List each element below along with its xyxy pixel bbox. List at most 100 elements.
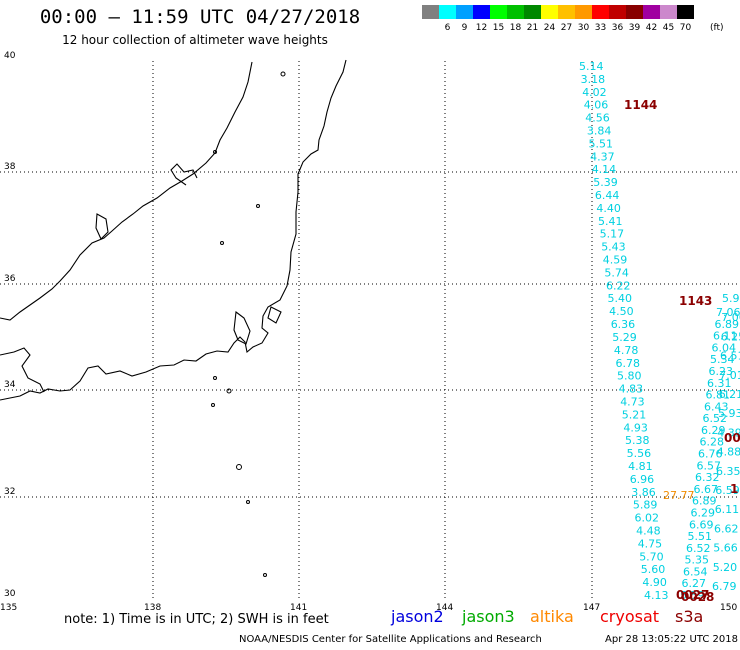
swh-reading: 6.78: [616, 357, 641, 370]
legend-bin-label: 39: [628, 23, 641, 33]
swh-reading: 5.66: [713, 542, 738, 555]
swh-reading: 5.70: [639, 550, 664, 563]
swh-reading: 6.89: [692, 495, 717, 508]
legend-swatch: [541, 5, 558, 19]
swh-reading: 4.83: [619, 383, 644, 396]
legend-jason3: jason3: [462, 607, 515, 626]
legend-swatch: [524, 5, 541, 19]
swh-reading: 5.38: [625, 434, 650, 447]
swh-reading: 5.74: [604, 266, 629, 279]
island: [280, 71, 286, 77]
legend-bin-label: 36: [611, 23, 624, 33]
noto-peninsula: [170, 163, 198, 186]
swh-reading: 6.11: [713, 330, 738, 343]
swh-reading: 5.89: [633, 499, 658, 512]
swh-reading: 6.32: [695, 471, 720, 484]
latitude-label: 38: [4, 162, 16, 172]
swh-reading: 6.57: [697, 459, 722, 472]
swh-reading: 6.89: [715, 318, 740, 331]
map-panel: [0, 61, 740, 599]
island: [256, 204, 260, 208]
legend-swatch: [677, 5, 694, 19]
swh-reading: 5.43: [601, 241, 626, 254]
longitude-label: 138: [144, 603, 161, 613]
swh-reading: 4.06: [584, 99, 609, 112]
kyushu-coast: [0, 347, 45, 393]
small-islands: [211, 71, 286, 577]
swh-reading: 4.13: [644, 589, 669, 602]
swh-reading: 5.17: [600, 228, 625, 241]
legend-swatch: [558, 5, 575, 19]
swh-reading: 5.20: [713, 561, 738, 574]
legend-jason2: jason2: [391, 607, 444, 626]
legend-bin-label: 18: [509, 23, 522, 33]
swh-reading: 5.40: [608, 292, 633, 305]
swh-reading: 5.14: [579, 60, 604, 73]
legend-swatch: [490, 5, 507, 19]
island: [226, 388, 232, 394]
legend-swatch: [660, 5, 677, 19]
credit-line: NOAA/NESDIS Center for Satellite Applica…: [239, 634, 542, 645]
swh-reading: 4.39: [717, 426, 740, 439]
izu-peninsula: [233, 310, 251, 345]
swh-reading: 5.29: [612, 331, 637, 344]
swh-reading: 6.29: [701, 424, 726, 437]
axis-tick-labels: 40 38 36 34 32 30 135 138 141 144 147 150: [0, 51, 737, 613]
pass-label-fragment: 1: [730, 482, 738, 496]
legend-swatch: [626, 5, 643, 19]
swh-reading: 6.59: [715, 484, 740, 497]
swh-reading: 6.67: [694, 483, 719, 496]
island: [211, 403, 215, 407]
swh-reading: 6.81: [706, 389, 731, 402]
swh-reading: 4.40: [596, 202, 621, 215]
legend-bin-label: 15: [492, 23, 505, 33]
legend-swatch: [609, 5, 626, 19]
swh-reading: 4.81: [628, 460, 653, 473]
island: [213, 150, 217, 154]
swh-reading: 6.29: [691, 507, 716, 520]
swh-reading: 7.06: [716, 306, 740, 319]
swh-reading: 6.52: [703, 412, 728, 425]
island: [236, 464, 242, 470]
longitude-label: 141: [290, 603, 307, 613]
wave-height-readings: 5.143.184.024.064.563.845.514.374.145.39…: [579, 60, 740, 602]
japan-coastline: [0, 59, 347, 401]
swh-reading: 6.69: [689, 518, 714, 531]
swh-reading: 4.14: [592, 163, 617, 176]
swh-reading: 4.78: [614, 344, 639, 357]
swh-reading: 6.43: [704, 400, 729, 413]
legend-swatch: [439, 5, 456, 19]
swh-reading: 3.18: [581, 73, 606, 86]
legend-swatch: [643, 5, 660, 19]
island: [246, 500, 250, 504]
swh-reading: 6.52: [686, 542, 711, 555]
swh-reading: 5.56: [627, 447, 652, 460]
lat-lon-grid: [0, 61, 740, 599]
legend-unit: (ft): [710, 23, 724, 33]
swh-reading: 5.51: [589, 137, 614, 150]
swh-reading: 5.34: [710, 353, 735, 366]
swh-reading: 6.27: [682, 577, 707, 590]
legend-swatch: [456, 5, 473, 19]
swh-reading: 4.37: [590, 150, 615, 163]
sado-island: [95, 213, 109, 240]
boso-peninsula: [267, 306, 282, 324]
island: [220, 241, 224, 245]
swh-reading: 6.21: [719, 388, 740, 401]
swh-reading: 6.23: [709, 365, 734, 378]
swh-reading: 6.02: [635, 512, 660, 525]
swh-reading: 6.44: [595, 189, 620, 202]
swh-reading: 6.11: [715, 503, 740, 516]
swh-reading: 6.28: [700, 436, 725, 449]
swh-reading: 5.51: [688, 530, 713, 543]
swh-reading: 7.01: [719, 369, 740, 382]
latitude-label: 34: [4, 380, 16, 390]
legend-altika: altika: [530, 607, 574, 626]
legend-bin-label: 6: [444, 23, 451, 33]
pass-label-fragment: 00: [724, 431, 740, 445]
pass-label-1144: 1144: [624, 98, 657, 112]
longitude-label: 144: [436, 603, 453, 613]
swh-reading: 4.48: [636, 525, 661, 538]
swh-reading: 5.59: [680, 589, 705, 602]
sea-of-japan-coast: [0, 61, 253, 321]
